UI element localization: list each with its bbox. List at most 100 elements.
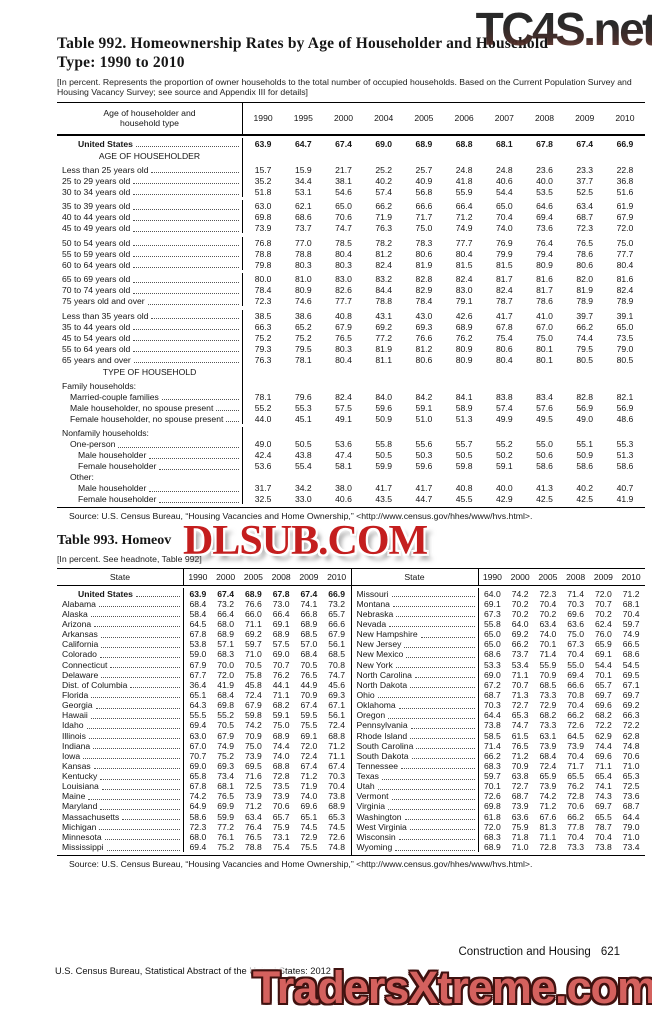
row-values: 31.7 34.2 38.0 41.7 41.7 40.8 40.0 41.3 40.2 40.7	[242, 482, 645, 494]
cell-value: 63.6	[511, 811, 529, 822]
year-header: 1995	[293, 113, 313, 124]
cell-value: 64.9	[189, 801, 207, 812]
cell-value: 36.8	[616, 175, 634, 186]
cell-value: 61.5	[511, 730, 529, 741]
year-header: 1990	[188, 572, 208, 583]
cell-value: 69.0	[189, 760, 207, 771]
row-values: 69.0 71.1 70.9 69.4 70.1 69.5	[477, 669, 646, 680]
cell-value: 44.0	[254, 413, 272, 424]
cell-value: 21.7	[335, 164, 352, 175]
row-label: 25 to 29 years old	[57, 176, 242, 186]
cell-value: 69.2	[245, 629, 262, 640]
row-values: 76.8 77.0 78.5 78.2 78.3 77.7 76.9 76.4 76.5 75.0	[242, 236, 645, 248]
row-values: 55.5 55.2 59.8 59.1 59.5 56.1	[183, 710, 351, 721]
row-label: Idaho	[57, 720, 183, 730]
cell-value: 74.3	[595, 791, 612, 802]
row-values: 64.3 69.8 67.9 68.2 67.4 67.1	[183, 699, 351, 711]
cell-value: 81.2	[415, 343, 433, 354]
row-values: 55.8 64.0 63.4 63.6 62.4 59.7	[477, 618, 646, 629]
cell-value: 68.9	[415, 138, 433, 149]
cell-value: 22.8	[616, 164, 634, 175]
cell-value: 80.6	[415, 354, 433, 365]
year-header: 2006	[454, 113, 474, 124]
cell-value: 75.0	[415, 223, 433, 234]
cell-value: 73.4	[622, 842, 640, 853]
cell-value: 80.4	[455, 248, 473, 259]
cell-value: 68.6	[622, 649, 640, 660]
table-row: Maine 74.2 76.5 73.9 73.9 74.0 73.8	[57, 791, 351, 802]
cell-value: 67.4	[300, 588, 318, 599]
cell-value: 75.2	[294, 332, 312, 343]
cell-value: 81.9	[375, 343, 393, 354]
table993-left-half: State 1990 2000 2005 2008 2009 2010 United St…	[57, 568, 351, 857]
row-label: New Mexico	[352, 649, 478, 659]
cell-value: 63.4	[245, 811, 262, 822]
row-values	[242, 148, 645, 164]
cell-value: 57.4	[375, 186, 393, 197]
table-row: Family households:	[57, 379, 645, 391]
row-values: 73.9 73.7 74.7 76.3 75.0 74.9 74.0 73.6 72.3 72.0	[242, 222, 645, 234]
cell-value: 33.0	[294, 494, 312, 505]
cell-value: 71.4	[539, 649, 557, 660]
state-column-header: State	[404, 572, 425, 583]
cell-value: 64.0	[511, 618, 529, 629]
cell-value: 66.5	[622, 639, 640, 650]
row-label: TYPE OF HOUSEHOLD	[102, 367, 197, 378]
cell-value: 84.0	[375, 391, 393, 402]
row-values: 49.0 50.5 53.6 55.8 55.6 55.7 55.2 55.0 55.1 55.3	[242, 438, 645, 450]
cell-value: 65.0	[335, 201, 352, 212]
cell-value: 44.7	[415, 494, 433, 505]
cell-value: 69.8	[254, 212, 272, 223]
cell-value: 76.0	[595, 629, 612, 640]
row-values: 70.3 72.7 72.9 70.4 69.6 69.2	[477, 699, 646, 711]
row-values: 72.3 77.2 76.4 75.9 74.5 74.5	[183, 821, 351, 832]
cell-value: 63.9	[189, 588, 207, 599]
table-row: 35 to 44 years old 66.3 65.2 67.9 69.2 69.3 68…	[57, 320, 645, 332]
cell-value: 78.9	[616, 296, 634, 307]
table993-right-half: State 1990 2000 2005 2008 2009 2010 Missouri 6…	[350, 568, 646, 857]
cell-value: 70.1	[539, 639, 557, 650]
cell-value: 41.7	[415, 483, 433, 494]
cell-value: 59.7	[622, 618, 640, 629]
cell-value: 75.4	[272, 842, 290, 853]
cell-value: 68.2	[272, 700, 290, 711]
page-number: 621	[600, 946, 620, 958]
table-row: 60 to 64 years old 79.8 80.3 80.3 82.4 81.9 81…	[57, 258, 645, 270]
cell-value: 62.4	[595, 618, 612, 629]
cell-value: 47.4	[335, 450, 352, 461]
row-values: 38.5 38.6 40.8 43.1 43.0 42.6 41.7 41.0 39.7 39.1	[242, 309, 645, 321]
row-label: 70 to 74 years old	[57, 285, 242, 295]
year-header: 2010	[621, 572, 641, 583]
cell-value: 65.9	[595, 639, 612, 650]
cell-value: 69.4	[189, 842, 207, 853]
cell-value: 65.3	[328, 811, 345, 822]
cell-value: 69.1	[300, 730, 318, 741]
cell-value: 80.4	[335, 248, 352, 259]
cell-value: 71.1	[511, 669, 529, 680]
cell-value: 64.4	[622, 811, 640, 822]
row-label: Mississippi	[57, 842, 183, 852]
cell-value: 41.3	[536, 483, 553, 494]
cell-value: 41.7	[495, 310, 513, 321]
cell-value: 53.6	[254, 461, 272, 472]
cell-value: 78.7	[595, 821, 612, 832]
table-row: 35 to 39 years old 63.0 62.1 65.0 66.2 66.6 66…	[57, 200, 645, 212]
row-values: 75.2 75.2 76.5 77.2 76.6 76.2 75.4 75.0 74.4 73.5	[242, 331, 645, 343]
cell-value: 70.7	[272, 659, 290, 670]
cell-value: 58.1	[335, 461, 352, 472]
row-label: Arkansas	[57, 629, 183, 639]
row-label: 55 to 64 years old	[57, 344, 242, 354]
cell-value: 49.0	[576, 413, 594, 424]
cell-value: 69.8	[484, 801, 501, 812]
cell-value: 75.2	[254, 332, 272, 343]
row-label: Michigan	[57, 822, 183, 832]
cell-value: 77.8	[567, 821, 584, 832]
row-values: 78.1 79.6 82.4 84.0 84.2 84.1 83.8 83.4 82.8 82.1	[242, 390, 645, 402]
row-values: 67.0 74.9 75.0 74.4 72.0 71.2	[183, 740, 351, 751]
cell-value: 70.8	[328, 659, 345, 670]
cell-value: 42.9	[495, 494, 513, 505]
cell-value: 72.2	[595, 720, 612, 731]
cell-value: 32.5	[254, 494, 272, 505]
cell-value: 64.6	[536, 201, 553, 212]
cell-value: 40.8	[335, 310, 352, 321]
